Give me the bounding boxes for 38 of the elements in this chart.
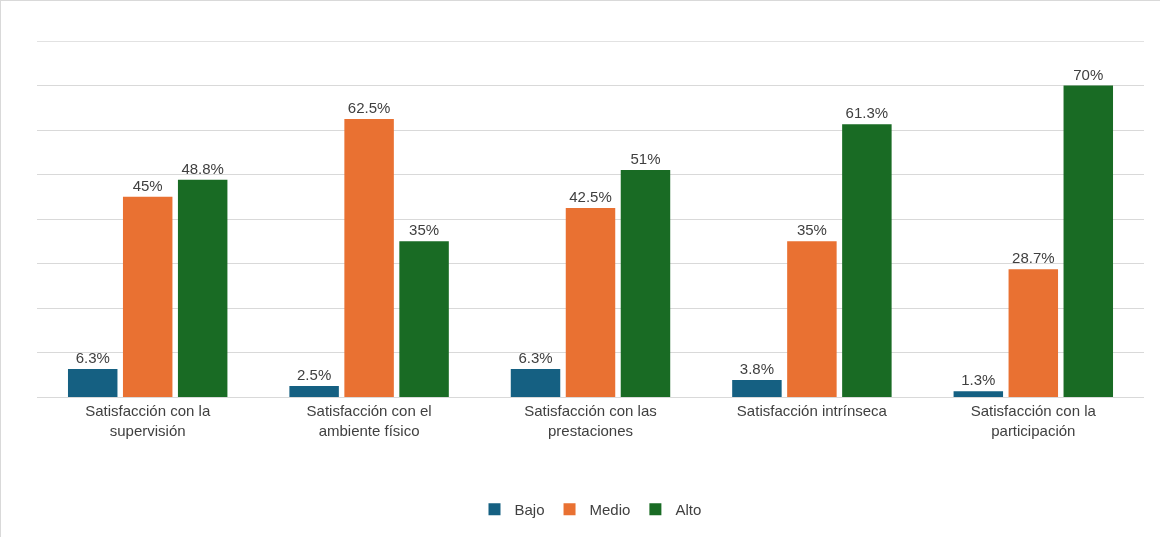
bar — [177, 179, 228, 397]
data-label: 42.5% — [569, 187, 612, 205]
data-label: 6.3% — [518, 348, 553, 366]
bar — [565, 207, 616, 397]
bar — [1008, 269, 1059, 397]
data-label: 28.7% — [1012, 249, 1055, 267]
data-label: 62.5% — [347, 98, 391, 116]
bar — [787, 241, 837, 397]
legend-label: Medio — [589, 501, 631, 519]
data-label: 35% — [409, 221, 440, 239]
bar — [67, 368, 118, 397]
bar — [953, 391, 1004, 397]
data-label: 61.3% — [845, 104, 889, 122]
data-label: 6.3% — [75, 348, 110, 366]
bar — [620, 170, 671, 397]
bar — [1063, 85, 1114, 397]
data-label: 35% — [796, 221, 827, 239]
bar — [289, 385, 339, 397]
bar — [399, 241, 449, 397]
data-label: 48.8% — [181, 159, 224, 177]
data-label: 70% — [1073, 65, 1104, 83]
data-label: 1.3% — [961, 371, 996, 389]
bar — [344, 118, 394, 397]
x-tick-label: Satisfacción con las prestaciones — [524, 402, 657, 439]
legend-label: Alto — [675, 501, 702, 519]
data-label: 51% — [630, 150, 661, 168]
bar — [732, 380, 782, 397]
x-tick-label: Satisfacción con la participación — [970, 402, 1097, 439]
x-tick-label: Satisfacción con la supervisión — [85, 402, 211, 439]
data-label: 3.8% — [739, 360, 775, 378]
bar — [510, 368, 561, 397]
bar — [842, 124, 892, 397]
x-tick-label: Satisfacción con el ambiente físico — [306, 402, 432, 439]
x-tick-label: Satisfacción intrínseca — [736, 402, 888, 419]
data-label: 2.5% — [297, 365, 332, 383]
bar — [122, 196, 173, 397]
data-label: 45% — [132, 176, 163, 194]
legend-label: Bajo — [514, 501, 545, 519]
